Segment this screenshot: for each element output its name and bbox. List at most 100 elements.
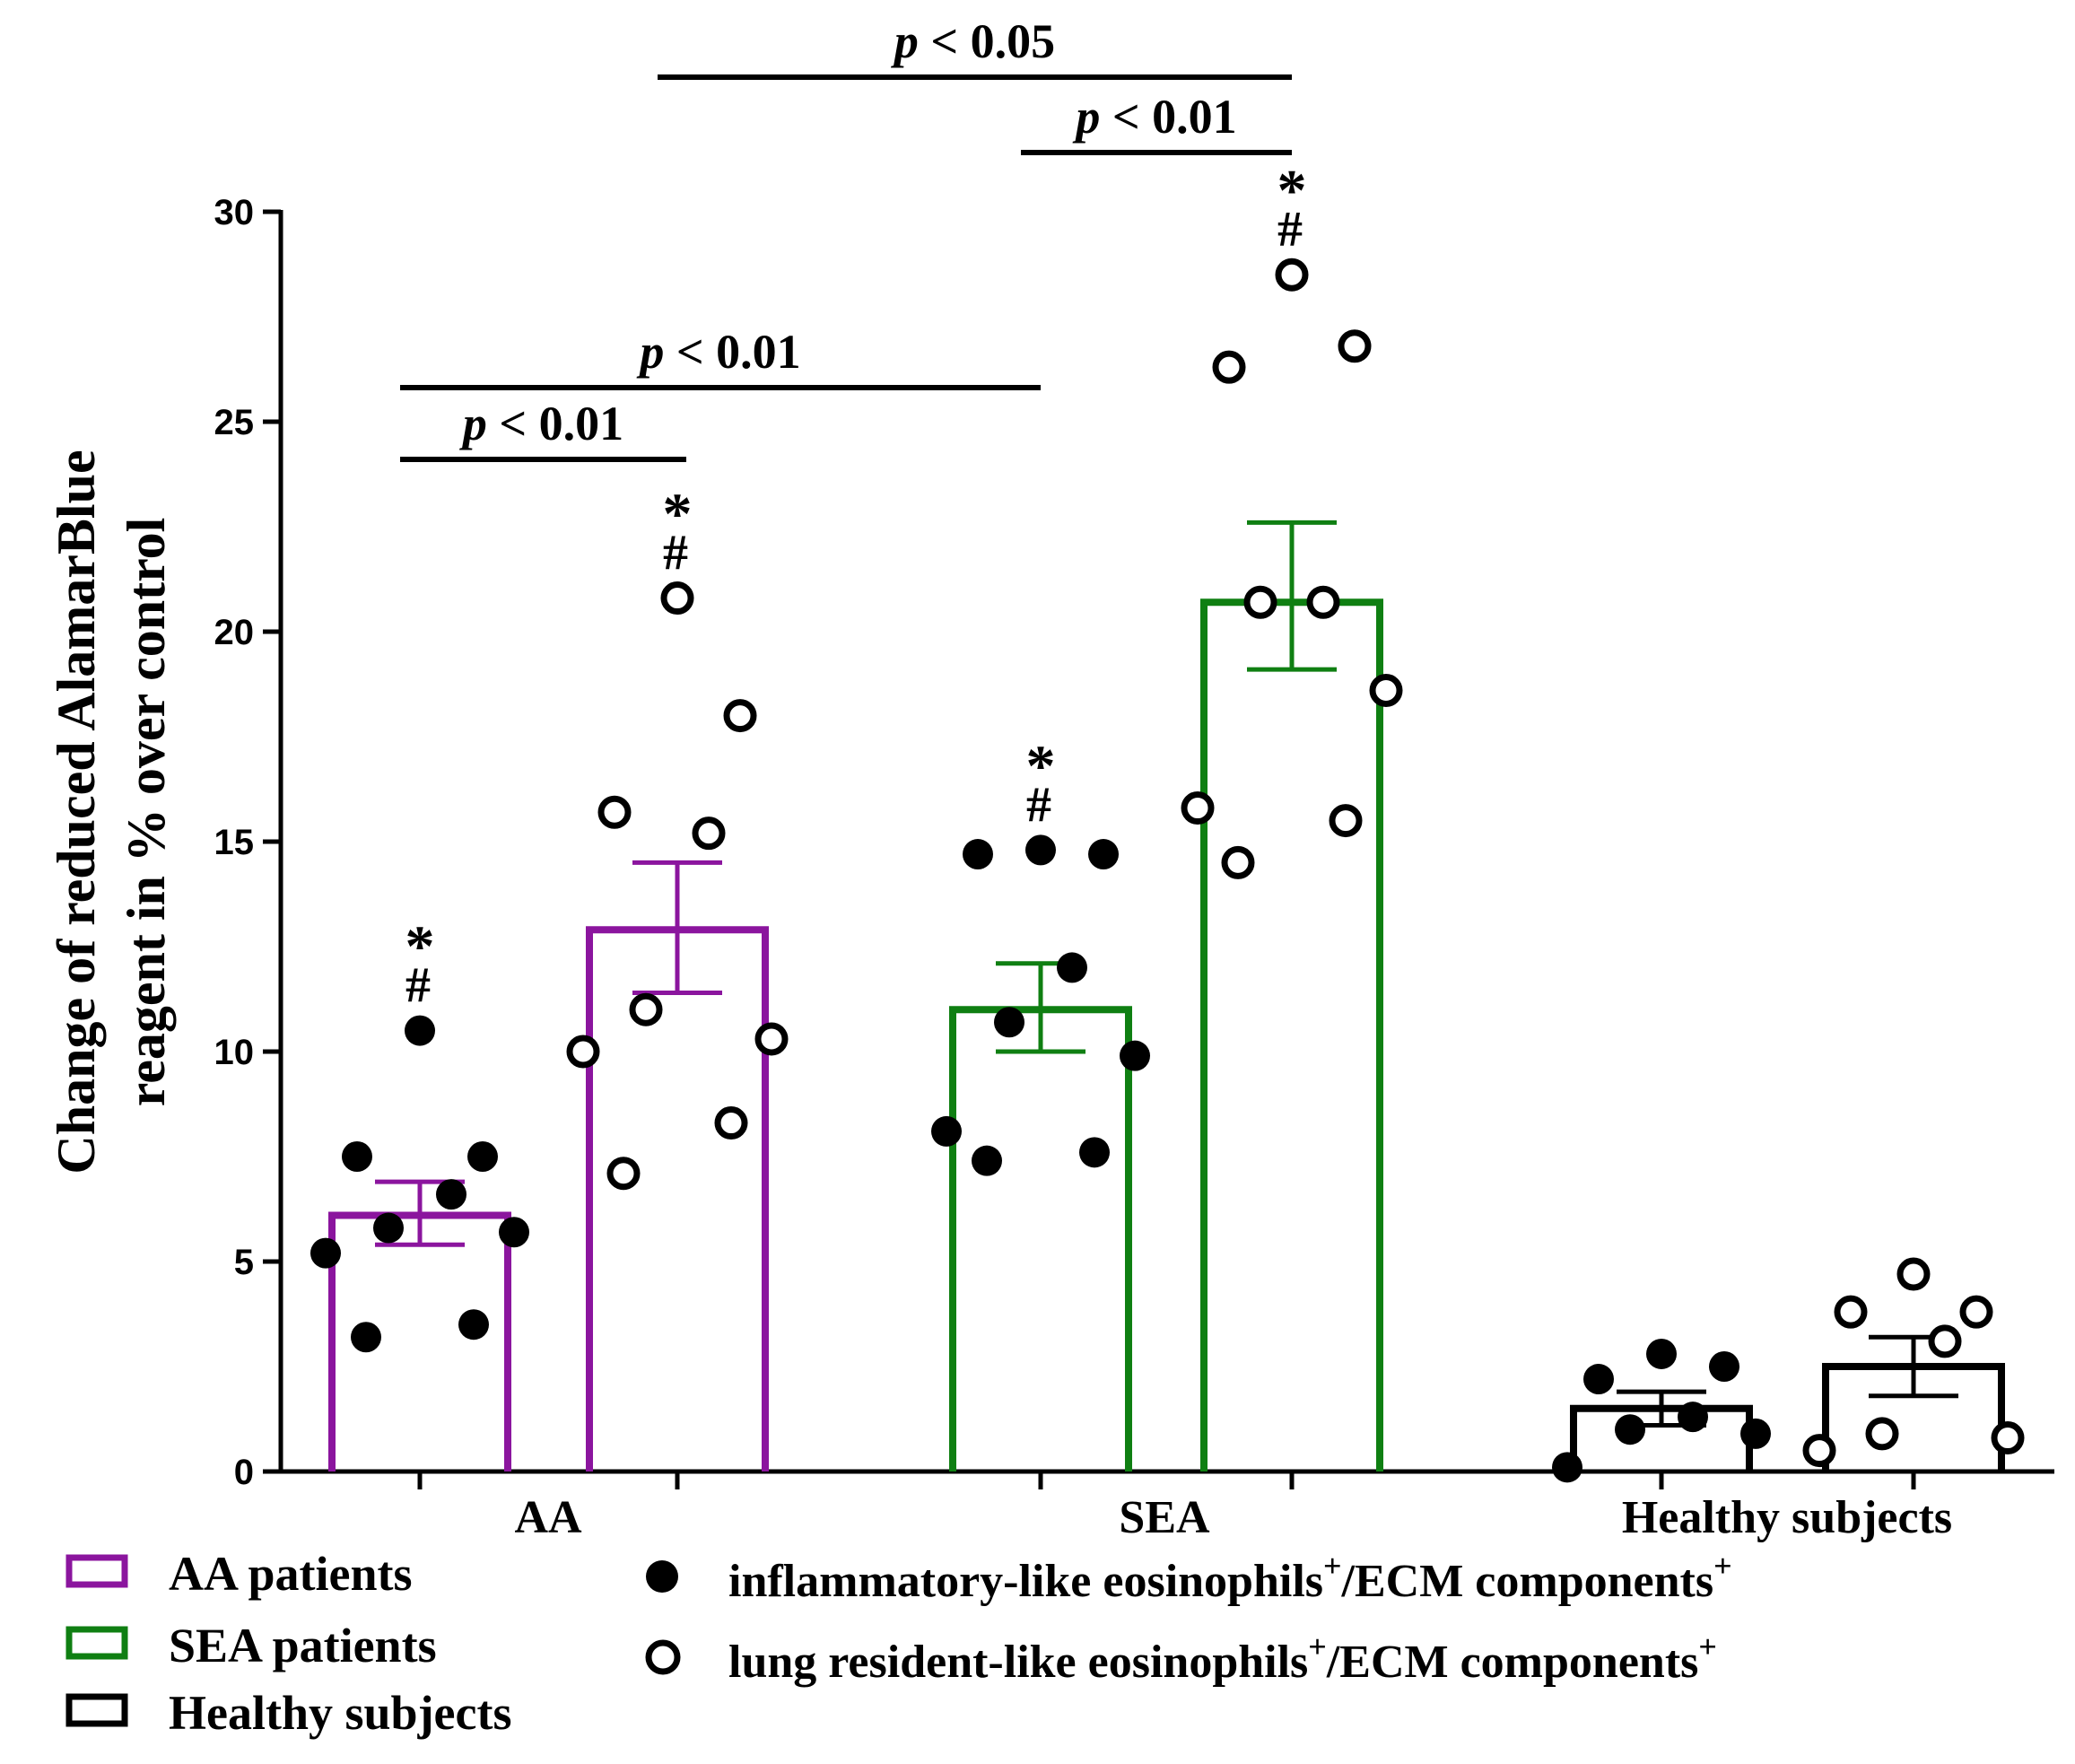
point-open (1212, 350, 1246, 384)
point-filled (931, 1115, 962, 1147)
superscript: + (1698, 1629, 1717, 1664)
point-open (692, 817, 726, 851)
point-filled (1552, 1452, 1582, 1483)
y-tick-label: 15 (214, 823, 255, 862)
point-open (1369, 674, 1403, 708)
legend-marker-label: lung resident-like eosinophils +/ECM comp… (728, 1629, 1717, 1688)
y-tick-label: 5 (234, 1243, 254, 1282)
legend-swatch (65, 1693, 128, 1727)
axes: 0 5 10 15 20 25 30 AA SEA Healthy subjects (214, 193, 2054, 1543)
legend-text: lung resident-like eosinophils (728, 1637, 1308, 1688)
point-filled (1057, 952, 1087, 983)
point-open (629, 992, 663, 1026)
point-filled (1583, 1364, 1614, 1395)
significance-brackets: p < 0.05p < 0.01p < 0.01p < 0.01 (400, 14, 1292, 462)
hash-mark: # (405, 958, 431, 1014)
point-filled (458, 1309, 489, 1340)
legend: AA patients SEA patients Healthy subjects i… (65, 1547, 1732, 1740)
point-filled (963, 839, 993, 870)
point-open (1306, 585, 1340, 619)
data-points (310, 258, 2025, 1483)
star-mark: * (1026, 733, 1056, 799)
point-open (714, 1106, 748, 1140)
point-filled (310, 1237, 341, 1269)
point-filled (1709, 1351, 1739, 1382)
legend-marker-label: inflammatory-like eosinophils+/ECM compo… (728, 1548, 1732, 1607)
superscript: + (1323, 1548, 1342, 1584)
significance-label: p < 0.01 (459, 397, 623, 450)
significance-label: p < 0.01 (1072, 90, 1236, 144)
point-open (1221, 845, 1255, 879)
y-tick-label: 30 (214, 193, 255, 232)
point-open (1243, 585, 1277, 619)
point-filled (1615, 1414, 1645, 1445)
legend-group-label: AA patients (169, 1547, 413, 1601)
y-tick-label: 20 (214, 613, 255, 652)
hash-mark: # (1026, 777, 1051, 833)
superscript: + (1713, 1548, 1732, 1584)
point-open (606, 1157, 641, 1191)
point-open (1834, 1295, 1868, 1329)
point-filled (342, 1141, 372, 1172)
bars (328, 520, 2005, 1471)
p-threshold: < 0.05 (919, 14, 1055, 68)
point-open (1275, 258, 1309, 292)
bar-SEA-resident (1200, 598, 1383, 1471)
y-tick-label: 25 (214, 403, 255, 442)
p-symbol: p (891, 14, 919, 68)
legend-swatch (65, 1626, 128, 1660)
point-open (1802, 1434, 1836, 1468)
legend-group-label: SEA patients (169, 1619, 437, 1672)
annotations: #*#*#*#* (405, 158, 1307, 1013)
point-filled (994, 1007, 1024, 1038)
y-axis-label: Change of reduced AlamarBlue reagent in … (47, 450, 176, 1174)
point-open (1991, 1421, 2025, 1455)
star-mark: * (663, 482, 693, 547)
legend-group-label: Healthy subjects (169, 1686, 511, 1740)
point-open (1865, 1417, 1899, 1451)
p-symbol: p (1072, 90, 1100, 144)
y-tick-label: 10 (214, 1033, 255, 1072)
point-open (1338, 329, 1372, 363)
bar-SEA-inflammatory (949, 1006, 1132, 1471)
point-open (1959, 1295, 1993, 1329)
point-filled (373, 1212, 404, 1244)
x-category-label: AA (514, 1492, 582, 1543)
point-filled (467, 1141, 498, 1172)
point-open (1928, 1324, 1962, 1358)
point-filled (499, 1217, 529, 1248)
bar-AA-resident (586, 926, 769, 1471)
legend-text: inflammatory-like eosinophils (728, 1556, 1323, 1607)
y-tick-label: 0 (234, 1453, 254, 1492)
legend-text: /ECM components (1341, 1556, 1714, 1607)
significance-label: p < 0.01 (636, 325, 800, 379)
point-open (1896, 1257, 1931, 1291)
x-category-label: Healthy subjects (1622, 1492, 1952, 1543)
x-category-label: SEA (1119, 1492, 1210, 1543)
p-threshold: < 0.01 (1100, 90, 1236, 144)
y-axis-label-line-2: reagent in % over control (117, 518, 176, 1107)
point-filled (351, 1322, 381, 1353)
point-filled (436, 1179, 466, 1210)
point-open (660, 581, 694, 616)
legend-marker-open (645, 1639, 681, 1675)
point-open (1181, 791, 1215, 825)
star-mark: * (405, 914, 435, 980)
point-open (566, 1035, 600, 1069)
legend-swatch (65, 1554, 128, 1588)
point-filled (1025, 834, 1056, 866)
point-open (597, 795, 632, 829)
legend-text: /ECM components (1326, 1637, 1699, 1688)
p-symbol: p (459, 397, 487, 450)
p-threshold: < 0.01 (664, 325, 800, 379)
point-filled (1120, 1040, 1150, 1071)
point-open (754, 1022, 789, 1056)
point-filled (1646, 1338, 1677, 1369)
hash-mark: # (663, 526, 688, 581)
point-filled (405, 1015, 435, 1046)
point-filled (972, 1145, 1002, 1176)
hash-mark: # (1277, 202, 1303, 258)
point-filled (1079, 1137, 1110, 1168)
point-open (1329, 804, 1363, 838)
